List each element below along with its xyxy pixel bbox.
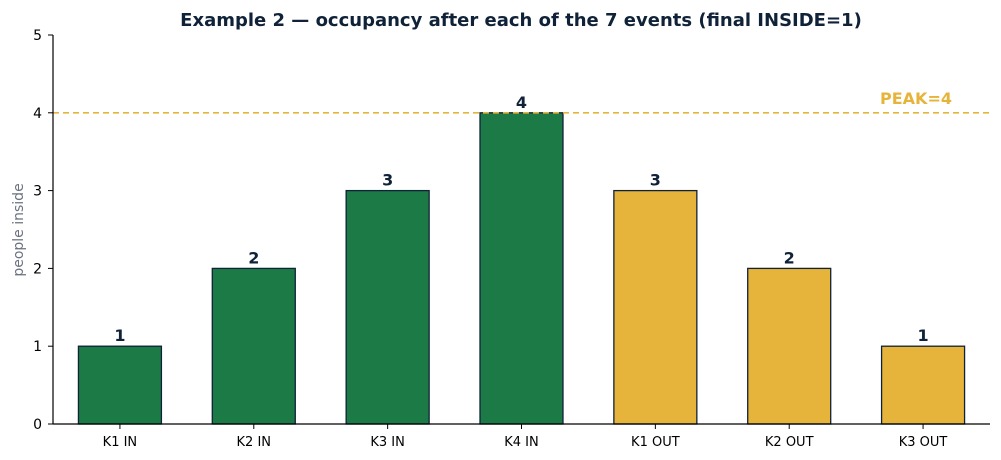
x-tick-label: K1 OUT [631,435,680,450]
bar-k3-out [880,345,966,425]
y-tick-label: 5 [33,28,42,44]
bar-k2-in [211,267,296,425]
data-label: 3 [650,171,661,190]
x-tick-label: K4 IN [504,435,539,450]
data-label: 1 [114,326,125,345]
data-label: 1 [917,326,928,345]
y-tick-label: 4 [33,106,42,122]
y-tick-label: 2 [33,261,42,277]
x-tick-label: K3 IN [370,435,405,450]
data-label: 3 [382,171,393,190]
x-tick-label: K3 OUT [899,435,948,450]
bar-k2-out [747,267,832,425]
data-label: 4 [516,93,527,112]
y-tick-label: 3 [33,184,42,200]
labels-layer: 1 K1 IN 2 K2 IN 3 K3 IN 4 K4 IN 3 K1 OUT 2 K2 OUT 1 K… [33,28,952,450]
bar-k1-in [77,345,163,425]
x-tick-label: K2 IN [237,435,272,450]
y-tick-label: 1 [33,339,42,355]
axis-layer [48,34,990,429]
x-tick-label: K1 IN [103,435,138,450]
x-tick-label: K2 OUT [765,435,814,450]
bar-k1-out [613,189,698,425]
data-label: 2 [248,248,259,267]
chart-title: Example 2 — occupancy after each of the … [180,10,862,31]
bars-layer [77,112,966,425]
y-axis-label: people inside [11,183,27,276]
bar-k3-in [345,189,430,425]
data-label: 2 [784,248,795,267]
y-tick-label: 0 [33,417,42,433]
bar-k4-in [479,112,564,425]
peak-label: PEAK=4 [880,89,952,108]
